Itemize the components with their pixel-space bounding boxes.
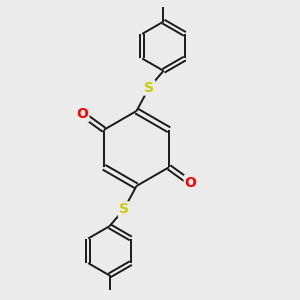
Text: O: O bbox=[76, 107, 88, 121]
Text: S: S bbox=[119, 202, 129, 216]
Text: S: S bbox=[144, 81, 154, 94]
Text: O: O bbox=[184, 176, 196, 190]
